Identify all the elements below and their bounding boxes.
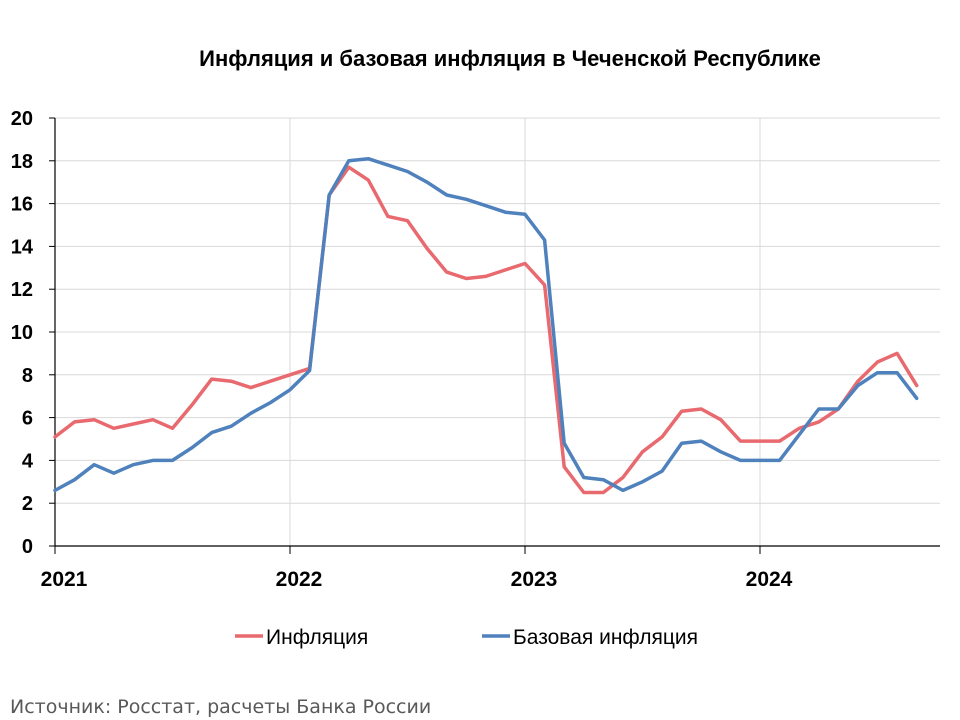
series-line-inflation <box>53 165 919 495</box>
x-tick-label: 2022 <box>276 568 323 591</box>
y-axis-ticks: 0 2 4 6 8 10 12 14 16 18 20 <box>11 108 34 558</box>
gridlines <box>55 117 940 546</box>
y-tick-label: 16 <box>11 194 33 216</box>
x-tick-label: 2024 <box>746 568 793 591</box>
y-tick-label: 10 <box>11 322 33 344</box>
y-tick-label: 14 <box>11 236 34 258</box>
y-tick-label: 4 <box>22 450 34 472</box>
y-tick-label: 6 <box>22 408 33 430</box>
x-axis-ticks: 2021 2022 2023 2024 <box>41 568 793 591</box>
legend-label: Инфляция <box>266 626 368 649</box>
axes <box>49 117 940 554</box>
y-tick-label: 20 <box>11 108 33 130</box>
x-tick-label: 2021 <box>41 568 88 591</box>
y-tick-label: 18 <box>11 151 33 173</box>
y-tick-label: 8 <box>22 365 33 387</box>
source-note: Источник: Росстат, расчеты Банка России <box>10 696 431 718</box>
y-tick-label: 2 <box>22 493 33 515</box>
chart-title: Инфляция и базовая инфляция в Чеченской … <box>199 46 821 71</box>
y-tick-label: 12 <box>11 279 33 301</box>
legend: Инфляция Базовая инфляция <box>235 626 698 649</box>
series-line-core-inflation <box>53 156 919 493</box>
legend-label: Базовая инфляция <box>513 626 698 649</box>
series-lines <box>53 156 919 495</box>
y-tick-label: 0 <box>22 536 33 558</box>
x-tick-label: 2023 <box>511 568 558 591</box>
